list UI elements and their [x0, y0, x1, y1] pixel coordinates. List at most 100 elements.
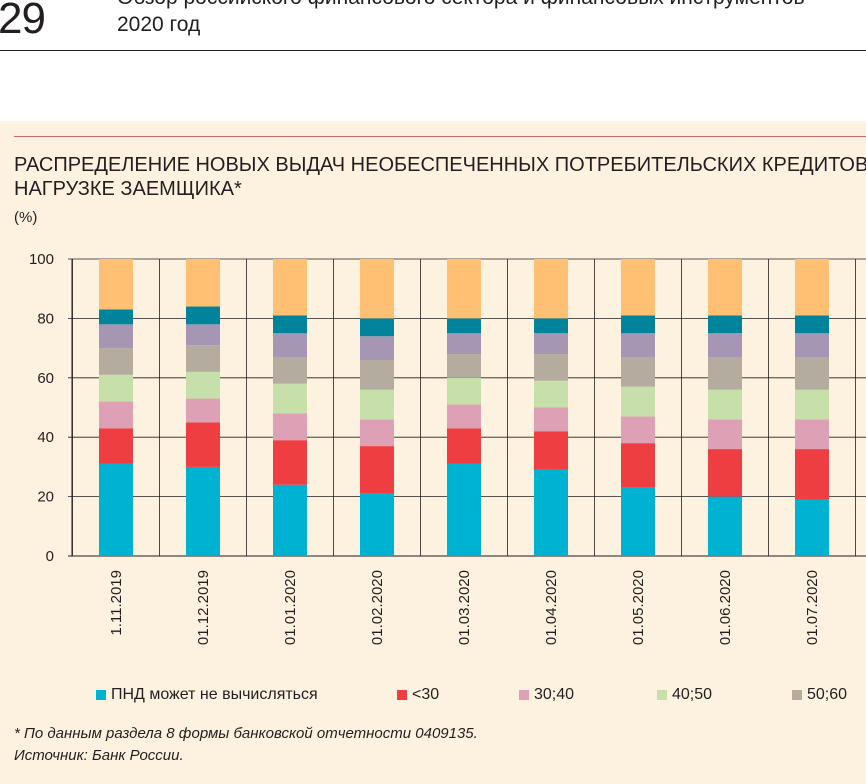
bar-segment: [360, 389, 394, 420]
bar-segment: [708, 357, 742, 390]
bar-segment: [708, 449, 742, 497]
bar-segment: [621, 386, 655, 417]
bar-segment: [534, 318, 568, 334]
bar-segment: [534, 333, 568, 355]
legend-swatch: [397, 690, 407, 700]
footnote-source: Источник: Банк России.: [14, 747, 184, 764]
x-tick-label: 1.11.2019: [108, 570, 125, 636]
bar-segment: [99, 374, 133, 402]
bar-segment: [360, 359, 394, 390]
bar-segment: [186, 371, 220, 399]
bar-segment: [621, 259, 655, 316]
bar-segment: [621, 443, 655, 488]
bar-segment: [795, 389, 829, 420]
bar-segment: [621, 487, 655, 556]
bar-segment: [99, 309, 133, 325]
stacked-bar-chart: 0 20 40 60 80 100 1.11.2019 01.12.2019 01.01.202…: [29, 251, 866, 645]
bar-segment: [99, 463, 133, 556]
bar-segment: [621, 416, 655, 444]
y-tick-label: 0: [46, 548, 54, 565]
legend-item: 50;60: [792, 686, 847, 704]
bar-segment: [360, 419, 394, 447]
bar-segment: [534, 407, 568, 432]
bar-segment: [447, 404, 481, 429]
bar-segment: [708, 389, 742, 420]
header-title: Обзор российского финансового сектора и …: [117, 0, 805, 10]
bar-segment: [360, 259, 394, 319]
bar-segment: [99, 428, 133, 464]
x-tick-label: 01.02.2020: [369, 570, 386, 645]
legend-label: 30;40: [534, 686, 575, 703]
y-tick-label: 20: [37, 489, 54, 506]
bar-segment: [99, 259, 133, 310]
bar-segment: [795, 419, 829, 450]
legend-item: <30: [397, 686, 439, 704]
bar-segment: [447, 318, 481, 334]
legend-swatch: [657, 690, 667, 700]
bar-segment: [273, 259, 307, 316]
legend-swatch: [96, 690, 106, 700]
x-tick-label: 01.04.2020: [543, 570, 560, 645]
bar-segment: [273, 333, 307, 358]
y-tick-label: 40: [37, 429, 54, 446]
footnote: * По данным раздела 8 формы банковской о…: [14, 723, 478, 767]
bar-segment: [360, 336, 394, 360]
bar-segment: [621, 357, 655, 387]
page-header: 29 Обзор российского финансового сектора…: [0, 0, 866, 51]
bar-segment: [795, 333, 829, 358]
footnote-note: * По данным раздела 8 формы банковской о…: [14, 725, 478, 742]
bar-segment: [795, 315, 829, 334]
bar-segment: [447, 354, 481, 378]
bar-segment: [534, 354, 568, 381]
page-number: 29: [0, 0, 46, 43]
bar-segment: [708, 259, 742, 316]
y-axis-unit: (%): [14, 209, 38, 226]
legend-item: 40;50: [657, 686, 712, 704]
legend-label: ПНД может не вычисляться: [111, 686, 318, 703]
legend-swatch: [792, 690, 802, 700]
bar-segment: [273, 413, 307, 441]
bar-segment: [621, 315, 655, 334]
bar-segment: [273, 440, 307, 485]
x-tick-label: 01.12.2019: [195, 570, 212, 645]
bar-segment: [708, 496, 742, 556]
bar-segment: [708, 315, 742, 334]
bar-segment: [99, 348, 133, 375]
x-tick-label: 01.06.2020: [717, 570, 734, 645]
bar-segment: [273, 383, 307, 414]
bar-segment: [186, 324, 220, 346]
bar-segment: [360, 318, 394, 337]
bar-segment: [186, 422, 220, 467]
bar-segment: [708, 333, 742, 358]
bar-segment: [534, 380, 568, 408]
bar-segment: [621, 333, 655, 358]
bar-segment: [447, 333, 481, 355]
bar-segment: [273, 484, 307, 556]
x-tick-label: 01.07.2020: [804, 570, 821, 645]
bar-segment: [186, 466, 220, 556]
bar-segment: [534, 431, 568, 470]
header-year: 2020 год: [117, 13, 201, 36]
legend-label: 50;60: [807, 686, 848, 703]
chart-legend: ПНД может не вычисляться <30 30;40 40;50 50;…: [0, 686, 866, 708]
bar-segment: [795, 499, 829, 556]
bar-segment: [99, 324, 133, 349]
y-tick-label: 60: [37, 370, 54, 387]
bar-segment: [273, 357, 307, 384]
bar-segment: [186, 345, 220, 372]
legend-item: ПНД может не вычисляться: [96, 686, 318, 704]
bar-segment: [186, 259, 220, 307]
panel-rule: [14, 136, 866, 137]
bar-segment: [447, 428, 481, 464]
x-tick-label: 01.05.2020: [630, 570, 647, 645]
bar-segment: [795, 449, 829, 500]
chart-title-line-1: РАСПРЕДЕЛЕНИЕ НОВЫХ ВЫДАЧ НЕОБЕСПЕЧЕННЫХ…: [14, 154, 866, 176]
bar-segment: [795, 259, 829, 316]
bar-segment: [186, 398, 220, 423]
x-tick-label: 01.01.2020: [282, 570, 299, 645]
bar-segment: [447, 377, 481, 405]
chart-title-line-2: НАГРУЗКЕ ЗАЕМЩИКА*: [14, 178, 242, 200]
x-tick-label: 01.03.2020: [456, 570, 473, 645]
bar-segment: [360, 446, 394, 494]
bar-segment: [447, 259, 481, 319]
